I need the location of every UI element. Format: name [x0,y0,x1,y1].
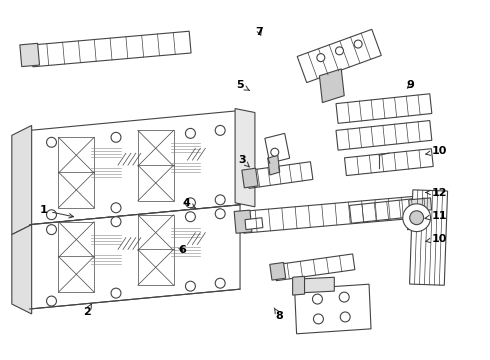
Polygon shape [242,196,417,233]
Text: 4: 4 [183,198,196,208]
Polygon shape [407,216,421,230]
Polygon shape [58,137,94,173]
Circle shape [410,211,424,225]
Text: 9: 9 [406,80,414,90]
Text: 10: 10 [426,147,447,157]
Polygon shape [234,210,252,233]
Polygon shape [12,125,32,235]
Polygon shape [336,121,432,150]
Polygon shape [12,225,32,314]
Text: 1: 1 [39,205,74,218]
Circle shape [111,132,121,142]
Polygon shape [246,162,313,188]
Circle shape [339,292,349,302]
Polygon shape [344,149,433,176]
Polygon shape [242,168,258,188]
Polygon shape [274,254,355,281]
Polygon shape [235,109,255,207]
Polygon shape [410,190,447,285]
Polygon shape [409,198,432,212]
Polygon shape [270,262,286,280]
Circle shape [215,195,225,205]
Circle shape [336,47,343,55]
Polygon shape [245,218,263,230]
Circle shape [340,312,350,322]
Polygon shape [30,205,240,309]
Polygon shape [319,69,344,103]
Circle shape [47,210,56,220]
Polygon shape [31,31,191,67]
Circle shape [185,129,196,138]
Circle shape [185,212,196,222]
Polygon shape [138,130,173,166]
Circle shape [317,54,325,62]
Polygon shape [58,256,94,292]
Polygon shape [268,155,280,175]
Text: 8: 8 [274,308,283,321]
Polygon shape [58,222,94,257]
Circle shape [215,278,225,288]
Circle shape [111,217,121,227]
Polygon shape [138,215,173,251]
Polygon shape [138,165,173,201]
Text: 11: 11 [425,211,447,221]
Circle shape [314,314,323,324]
Circle shape [185,198,196,208]
Text: 7: 7 [256,27,264,37]
Text: 10: 10 [426,234,447,244]
Text: 3: 3 [239,156,249,167]
Circle shape [111,203,121,213]
Circle shape [271,148,279,156]
Circle shape [354,40,362,48]
Polygon shape [30,111,240,225]
Text: 12: 12 [426,188,447,198]
Circle shape [403,204,431,231]
Circle shape [47,296,56,306]
Polygon shape [297,29,381,82]
Text: 5: 5 [236,80,249,90]
Circle shape [215,209,225,219]
Polygon shape [138,249,173,285]
Circle shape [47,137,56,147]
Circle shape [215,125,225,135]
Text: 6: 6 [178,245,186,255]
Polygon shape [294,277,334,293]
Polygon shape [58,172,94,208]
Polygon shape [265,133,290,163]
Circle shape [185,281,196,291]
Polygon shape [336,94,432,123]
Text: 2: 2 [83,304,92,317]
Polygon shape [20,43,40,67]
Circle shape [111,288,121,298]
Circle shape [47,225,56,235]
Circle shape [313,294,322,304]
Polygon shape [349,196,438,223]
Polygon shape [294,284,371,334]
Polygon shape [293,276,305,295]
